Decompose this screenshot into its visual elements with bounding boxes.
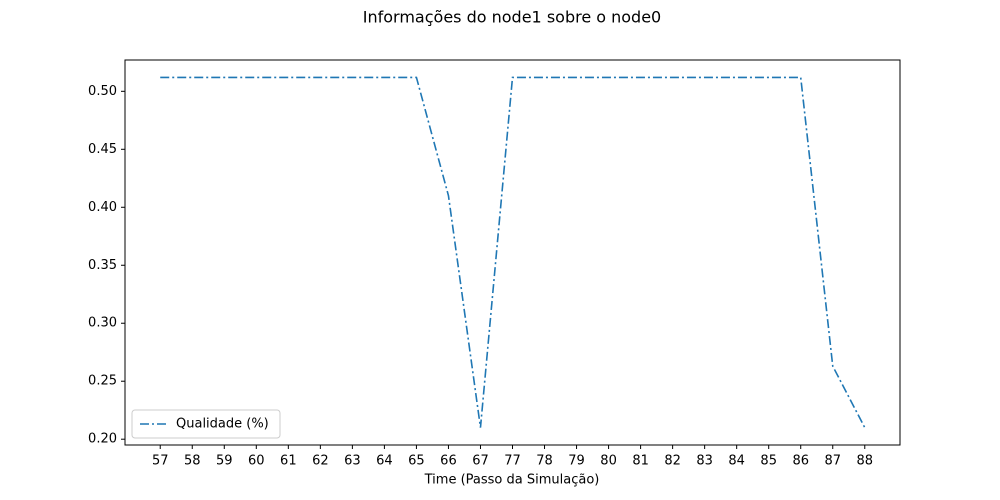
x-tick-label: 59 [216,454,233,469]
x-tick-label: 64 [376,454,393,469]
x-tick-label: 79 [568,454,585,469]
x-tick-label: 62 [312,454,329,469]
x-tick-label: 78 [536,454,553,469]
chart-title: Informações do node1 sobre o node0 [363,8,661,27]
y-tick-label: 0.35 [88,258,117,273]
legend-label: Qualidade (%) [176,417,269,432]
x-tick-label: 63 [344,454,361,469]
data-line [160,76,866,428]
x-axis-label: Time (Passo da Simulação) [424,473,600,488]
x-tick-label: 60 [248,454,265,469]
y-tick-label: 0.40 [88,200,117,215]
legend-box [131,409,281,439]
x-tick-label: 65 [408,454,425,469]
x-tick-label: 87 [824,454,841,469]
x-tick-label: 67 [472,454,489,469]
x-tick-label: 84 [728,454,745,469]
x-tick-label: 88 [856,454,873,469]
y-tick-label: 0.50 [88,84,117,99]
x-tick-label: 80 [600,454,617,469]
x-tick-label: 85 [760,454,777,469]
plot-frame [124,59,901,446]
y-tick-label: 0.25 [88,374,117,389]
x-tick-label: 86 [792,454,809,469]
x-tick-label: 82 [664,454,681,469]
x-tick-label: 77 [504,454,521,469]
y-tick-label: 0.30 [88,316,117,331]
x-tick-label: 83 [696,454,713,469]
x-tick-label: 81 [632,454,649,469]
x-tick-label: 61 [280,454,297,469]
y-tick-label: 0.45 [88,142,117,157]
x-tick-label: 57 [152,454,169,469]
x-tick-label: 66 [440,454,457,469]
y-tick-label: 0.20 [88,432,117,447]
x-tick-label: 58 [184,454,201,469]
